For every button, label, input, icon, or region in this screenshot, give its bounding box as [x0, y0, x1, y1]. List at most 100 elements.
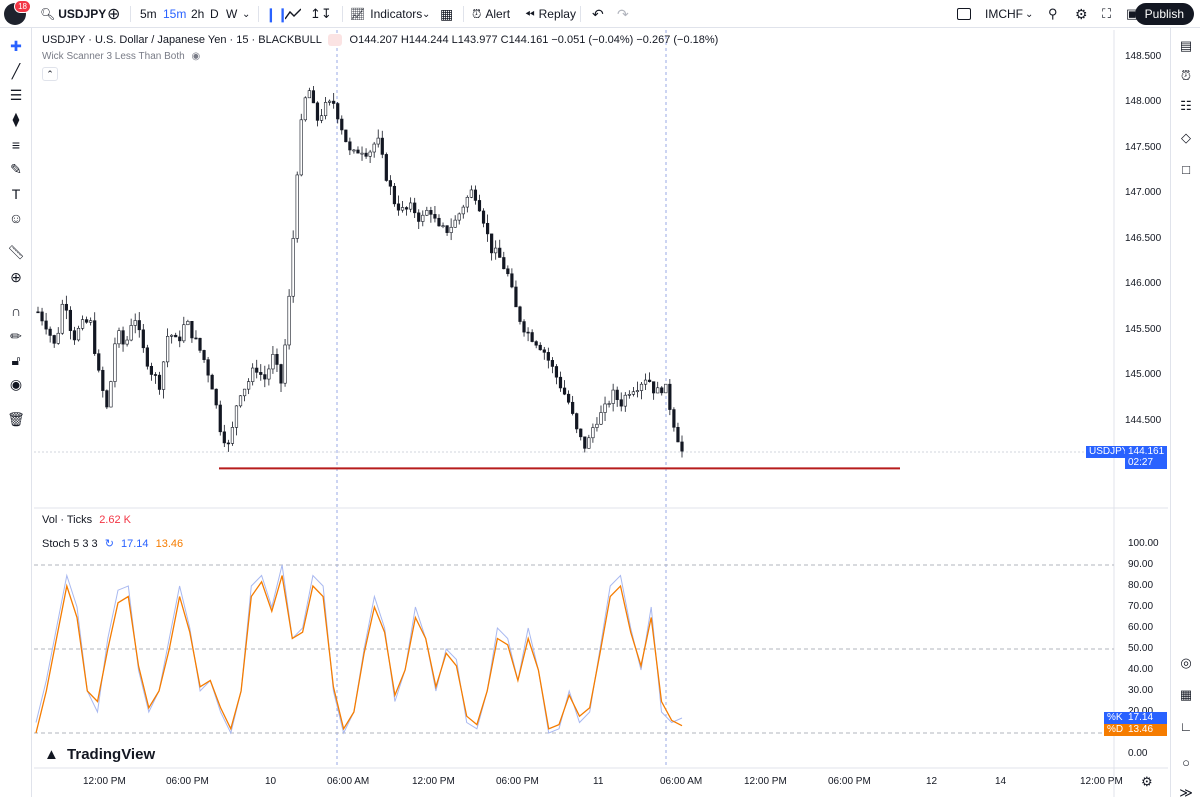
alerts-clock-icon[interactable]: ⏰︎	[1180, 68, 1192, 83]
replay-button[interactable]: ⏪︎ Replay	[525, 0, 576, 28]
stoch-k-tag-value: 17.14	[1125, 712, 1167, 724]
fib-retracement-icon[interactable]: ☰	[9, 86, 23, 103]
candle-body	[364, 152, 368, 157]
text-tool-icon[interactable]: T	[11, 186, 21, 202]
pattern-icon[interactable]: ⧫	[12, 110, 20, 127]
candle-body	[194, 337, 198, 340]
search-icon: 🔍︎	[40, 7, 56, 21]
candle-body	[40, 311, 44, 322]
candle-body	[275, 354, 279, 365]
candle-body	[380, 137, 384, 155]
candle-body	[477, 200, 482, 212]
stoch-legend: Stoch 5 3 3 ↻ 17.14 13.46	[42, 537, 183, 550]
forecast-icon[interactable]: ≡	[11, 137, 21, 153]
collapse-legend-button[interactable]: ⌃	[42, 67, 58, 81]
eye-icon[interactable]: ◉	[9, 375, 23, 392]
time-axis-label: 06:00 PM	[496, 776, 539, 787]
chevron-down-icon[interactable]: ⌄	[1025, 8, 1034, 20]
magnet-icon[interactable]: ∩	[10, 303, 22, 319]
quick-search-icon[interactable]: ⚲	[1048, 6, 1058, 21]
interval-15m[interactable]: 15m	[163, 7, 187, 21]
candle-body	[352, 149, 356, 152]
interval-d[interactable]: D	[210, 7, 219, 21]
candle-body	[56, 332, 60, 344]
right-sidebar: ▤ ⏰︎ ☷ ◇ □ ◎ ▦ ∟ ○ ≫	[1170, 28, 1200, 800]
candle-body	[174, 334, 178, 338]
emoji-icon[interactable]: ☺	[8, 210, 24, 226]
candle-body	[384, 154, 388, 181]
candle-body	[396, 203, 401, 211]
notifications-icon[interactable]: ○	[1182, 754, 1190, 770]
chevron-down-icon[interactable]: ⌄	[242, 8, 251, 20]
candle-body	[631, 391, 635, 395]
crosshair-icon[interactable]: ✚	[10, 37, 22, 54]
candle-body	[510, 273, 514, 288]
alert-button[interactable]: ⏰︎ Alert	[472, 0, 510, 28]
candle-body	[417, 212, 421, 222]
drawing-toolbar: ✚ ╱ ☰ ⧫ ≡ ✎ T ☺ 📏︎ ⊕ ∩ ✏ 🔓︎ ◉ 🗑︎	[0, 28, 32, 797]
lock-icon[interactable]: 🔓︎	[11, 351, 21, 368]
candle-body	[202, 350, 206, 360]
candle-body	[307, 90, 311, 99]
indicators-icon: 📈︎	[350, 7, 366, 21]
publish-button[interactable]: Publish	[1134, 3, 1194, 25]
eye-icon[interactable]: ◉	[191, 51, 201, 62]
undo-icon[interactable]: ↶	[592, 5, 604, 22]
redo-icon[interactable]: ↷	[617, 5, 629, 22]
candle-body	[461, 206, 465, 215]
candle-body	[465, 196, 469, 208]
candles-icon[interactable]: ❙❙	[265, 5, 289, 22]
candle-body	[514, 286, 518, 308]
candle-body	[251, 367, 255, 382]
candle-body	[214, 388, 218, 406]
bars-icon[interactable]: ↥↧	[310, 6, 332, 21]
candle-body	[360, 152, 364, 155]
trading-panel-icon[interactable]: ∟	[1179, 718, 1193, 734]
price-axis-label: 147.500	[1125, 142, 1162, 153]
interval-2h[interactable]: 2h	[191, 7, 205, 21]
candle-body	[230, 427, 235, 444]
chevron-down-icon[interactable]: ⌄	[422, 8, 431, 20]
candle-body	[607, 403, 611, 405]
candle-body	[113, 343, 117, 382]
candle-body	[344, 129, 348, 143]
candle-body	[409, 202, 413, 210]
avatar[interactable]: 18	[4, 0, 31, 25]
refresh-icon[interactable]: ↻	[104, 538, 114, 550]
calendar-icon[interactable]: ▦	[1179, 687, 1193, 702]
watchlist-icon[interactable]: ▤	[1179, 38, 1193, 53]
symbol-title[interactable]: USDJPY · U.S. Dollar / Japanese Yen · 15…	[42, 34, 322, 46]
trash-icon[interactable]: 🗑︎	[7, 410, 25, 427]
chat-icon[interactable]: □	[1182, 161, 1190, 177]
chart-canvas[interactable]	[34, 30, 1168, 797]
layout-name[interactable]: IMCHF	[985, 7, 1023, 21]
indicators-button[interactable]: 📈︎ Indicators	[350, 0, 422, 28]
indicator-legend[interactable]: Wick Scanner 3 Less Than Both ◉	[42, 51, 200, 62]
time-axis-label: 06:00 AM	[327, 776, 370, 787]
templates-grid-icon[interactable]: ▦	[440, 5, 454, 22]
candle-body	[680, 441, 684, 452]
layout-checkbox[interactable]	[957, 0, 971, 28]
layers-icon[interactable]: ◇	[1181, 130, 1191, 145]
symbol-search[interactable]: 🔍︎ USDJPY	[40, 0, 106, 28]
settings-gear-icon[interactable]: ⚙	[1075, 5, 1088, 22]
zoom-in-icon[interactable]: ⊕	[10, 268, 22, 285]
trend-line-icon[interactable]: ╱	[11, 62, 21, 79]
candle-body	[72, 330, 77, 341]
line-chart-icon[interactable]	[285, 0, 301, 28]
fullscreen-icon[interactable]: ⛶	[1102, 6, 1112, 21]
interval-w[interactable]: W	[226, 7, 238, 21]
stoch-axis-label: 60.00	[1128, 622, 1154, 633]
rss-icon[interactable]: ≫	[1179, 785, 1193, 800]
interval-5m[interactable]: 5m	[140, 7, 157, 21]
brush-icon[interactable]: ✎	[10, 160, 22, 177]
news-icon[interactable]: ☷	[1180, 98, 1192, 113]
stay-in-drawing-icon[interactable]: ✏	[10, 327, 22, 344]
target-icon[interactable]: ◎	[1180, 655, 1192, 670]
compare-add-icon[interactable]: ⊕	[107, 6, 121, 23]
stoch-axis-label: 0.00	[1128, 748, 1148, 759]
ruler-icon[interactable]: 📏︎	[7, 243, 25, 260]
candle-body	[550, 360, 554, 367]
candle-body	[125, 339, 129, 345]
settings-gear-icon[interactable]: ⚙	[1141, 774, 1153, 789]
